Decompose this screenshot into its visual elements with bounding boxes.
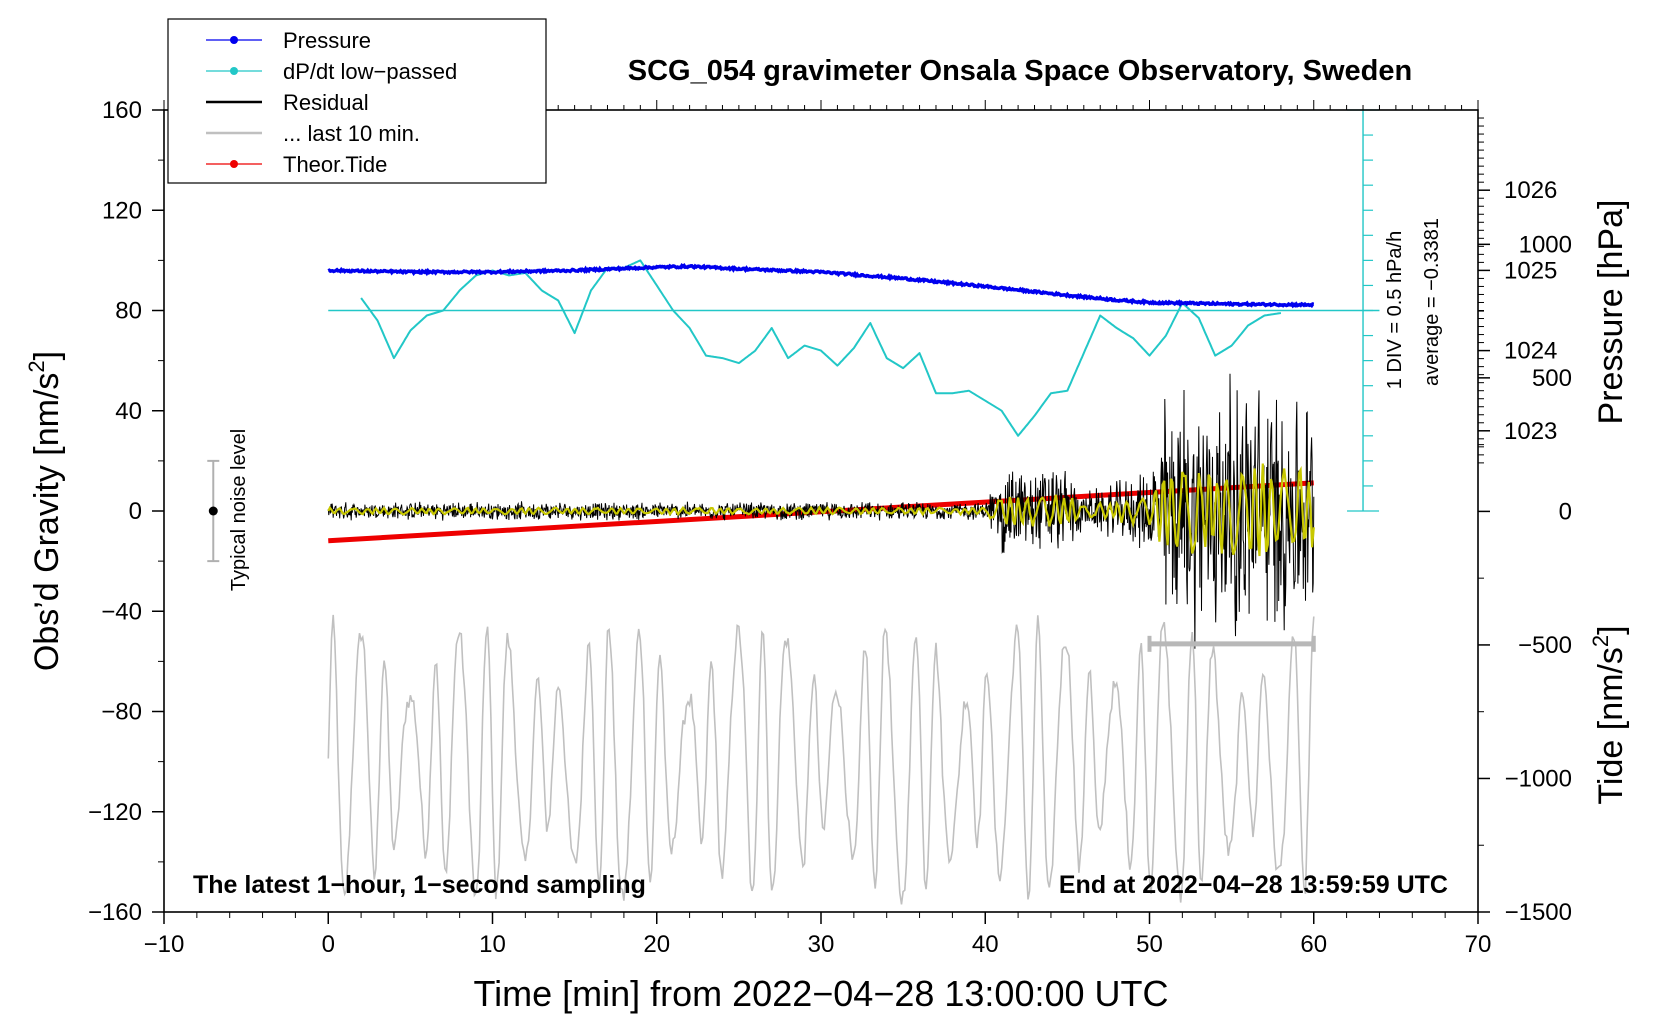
tide-tick-label: 0 bbox=[1559, 498, 1572, 525]
annotation-latest-hour: The latest 1−hour, 1−second sampling bbox=[193, 871, 646, 899]
legend-label: Residual bbox=[283, 90, 369, 115]
dpdt-average-label: average = −0.3381 bbox=[1421, 218, 1443, 386]
legend-label: Pressure bbox=[283, 28, 371, 53]
y-axis-label-pressure: Pressure [hPa] bbox=[1592, 200, 1630, 425]
x-tick-label: 70 bbox=[1465, 931, 1492, 958]
pressure-tick-label: 1024 bbox=[1504, 338, 1557, 365]
plot-frame bbox=[163, 109, 1479, 913]
series-last-10-min bbox=[327, 614, 1315, 905]
y-tick-label: −120 bbox=[88, 799, 142, 826]
annotation-end-time: End at 2022−04−28 13:59:59 UTC bbox=[1059, 871, 1448, 899]
legend-label: ... last 10 min. bbox=[283, 121, 420, 146]
legend-label: Theor.Tide bbox=[283, 152, 387, 177]
series-residual-smoothed bbox=[327, 463, 1315, 557]
chart-title: SCG_054 gravimeter Onsala Space Observat… bbox=[628, 55, 1412, 87]
y-tick-label: 40 bbox=[115, 398, 142, 425]
tide-tick-label: 1000 bbox=[1519, 231, 1572, 258]
y-tick-label: 120 bbox=[102, 197, 142, 224]
tide-tick-label: −1000 bbox=[1505, 765, 1572, 792]
plot-layer: −10 0 10 20 30 40 50 60 70 −160 −120 −80 −40 0 40 80 120… bbox=[88, 97, 1572, 958]
x-tick-label: 50 bbox=[1136, 931, 1163, 958]
x-tick-label: 20 bbox=[643, 931, 670, 958]
y-tick-label: 80 bbox=[115, 298, 142, 325]
y-tick-label: −160 bbox=[88, 899, 142, 926]
pressure-tick-label: 1023 bbox=[1504, 418, 1557, 445]
x-tick-label: 30 bbox=[808, 931, 835, 958]
x-tick-label: 60 bbox=[1300, 931, 1327, 958]
x-axis-label: Time [min] from 2022−04−28 13:00:00 UTC bbox=[473, 973, 1168, 1014]
y-axis-label-tide: Tide [nm/s2] bbox=[1588, 625, 1630, 804]
pressure-tick-label: 1025 bbox=[1504, 257, 1557, 284]
pressure-tick-label: 1026 bbox=[1504, 177, 1557, 204]
y-axis-label-left: Obs’d Gravity [nm/s2] bbox=[24, 351, 66, 671]
legend-marker bbox=[230, 160, 238, 168]
noise-bar-center bbox=[208, 506, 218, 516]
dpdt-scale-label: 1 DIV = 0.5 hPa/h bbox=[1384, 231, 1406, 389]
y-tick-label: 160 bbox=[102, 97, 142, 124]
y-tick-label: −80 bbox=[101, 699, 142, 726]
tide-tick-label: 500 bbox=[1532, 365, 1572, 392]
series-pressure bbox=[327, 262, 1315, 309]
legend-marker bbox=[230, 36, 238, 44]
x-tick-label: 10 bbox=[479, 931, 506, 958]
tide-tick-label: −1500 bbox=[1505, 899, 1572, 926]
x-tick-label: 0 bbox=[322, 931, 335, 958]
y-tick-label: 0 bbox=[129, 498, 142, 525]
legend-marker bbox=[230, 67, 238, 75]
tide-tick-label: −500 bbox=[1518, 632, 1572, 659]
x-tick-label: 40 bbox=[972, 931, 999, 958]
series-dpdt bbox=[360, 259, 1282, 437]
y-tick-label: −40 bbox=[101, 598, 142, 625]
noise-level-label: Typical noise level bbox=[228, 429, 250, 591]
legend: Pressure dP/dt low−passed Residual ... last… bbox=[167, 18, 547, 184]
x-tick-label: −10 bbox=[144, 931, 185, 958]
legend-label: dP/dt low−passed bbox=[283, 59, 457, 84]
